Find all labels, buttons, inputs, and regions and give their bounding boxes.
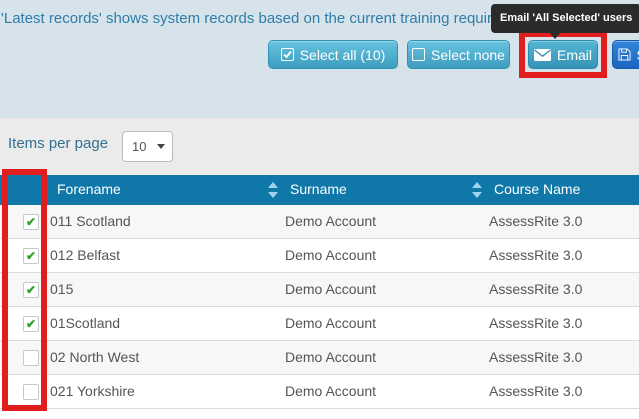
envelope-icon: [533, 48, 551, 61]
table-row: 02 North West Demo Account AssessRite 3.…: [0, 341, 639, 375]
sort-icon[interactable]: [268, 182, 278, 198]
cell-surname: Demo Account: [285, 213, 377, 229]
cell-course-name: AssessRite 3.0: [489, 213, 583, 229]
select-all-button[interactable]: Select all (10): [268, 40, 398, 69]
items-per-page-select[interactable]: 10: [122, 131, 173, 162]
table-row: ✔ 01Scotland Demo Account AssessRite 3.0: [0, 307, 639, 341]
cell-surname: Demo Account: [285, 315, 377, 331]
column-header-forename[interactable]: Forename: [57, 181, 121, 197]
table-row: 021 Yorkshire Demo Account AssessRite 3.…: [0, 375, 639, 409]
cell-course-name: AssessRite 3.0: [489, 281, 583, 297]
row-checkbox[interactable]: [23, 384, 39, 400]
cell-course-name: AssessRite 3.0: [489, 383, 583, 399]
floppy-disk-icon: [617, 48, 631, 61]
row-checkbox[interactable]: ✔: [23, 248, 39, 264]
cell-forename: 02 North West: [50, 349, 140, 365]
row-checkbox[interactable]: ✔: [23, 282, 39, 298]
tooltip: Email 'All Selected' users: [491, 4, 639, 33]
caret-down-icon: [157, 144, 165, 149]
row-checkbox[interactable]: [23, 350, 39, 366]
cell-surname: Demo Account: [285, 349, 377, 365]
column-header-surname[interactable]: Surname: [290, 181, 347, 197]
cell-course-name: AssessRite 3.0: [489, 315, 583, 331]
cell-forename: 012 Belfast: [50, 247, 121, 263]
row-checkbox[interactable]: ✔: [23, 214, 39, 230]
cell-course-name: AssessRite 3.0: [489, 349, 583, 365]
email-label: Email: [556, 46, 592, 63]
table-row: ✔ 012 Belfast Demo Account AssessRite 3.…: [0, 239, 639, 273]
empty-checkbox-icon: [412, 48, 426, 61]
save-label: Save: [637, 47, 639, 63]
cell-forename: 021 Yorkshire: [50, 383, 135, 399]
column-header-course-name[interactable]: Course Name: [494, 181, 581, 197]
tooltip-arrow: [549, 32, 561, 39]
table-row: ✔ 011 Scotland Demo Account AssessRite 3…: [0, 205, 639, 239]
cell-forename: 015: [50, 281, 74, 297]
select-none-button[interactable]: Select none: [407, 40, 510, 69]
cell-surname: Demo Account: [285, 383, 377, 399]
save-button[interactable]: Save: [612, 40, 639, 69]
email-button[interactable]: Email: [528, 40, 598, 69]
items-per-page-value: 10: [132, 139, 147, 154]
table-row: ✔ 015 Demo Account AssessRite 3.0: [0, 273, 639, 307]
cell-surname: Demo Account: [285, 247, 377, 263]
checked-checkbox-icon: [280, 48, 294, 61]
table-body: ✔ 011 Scotland Demo Account AssessRite 3…: [0, 205, 639, 409]
cell-course-name: AssessRite 3.0: [489, 247, 583, 263]
select-none-label: Select none: [431, 46, 505, 63]
row-checkbox[interactable]: ✔: [23, 316, 39, 332]
cell-forename: 01Scotland: [50, 315, 121, 331]
items-per-page-label: Items per page: [8, 135, 109, 152]
select-all-label: Select all (10): [299, 46, 386, 63]
table-header: Forename Surname Course Name: [0, 175, 639, 205]
info-message: 'Latest records' shows system records ba…: [1, 10, 598, 27]
cell-surname: Demo Account: [285, 281, 377, 297]
cell-forename: 011 Scotland: [50, 213, 131, 229]
pagination-bar: Items per page 10: [0, 118, 639, 175]
sort-icon[interactable]: [472, 182, 482, 198]
